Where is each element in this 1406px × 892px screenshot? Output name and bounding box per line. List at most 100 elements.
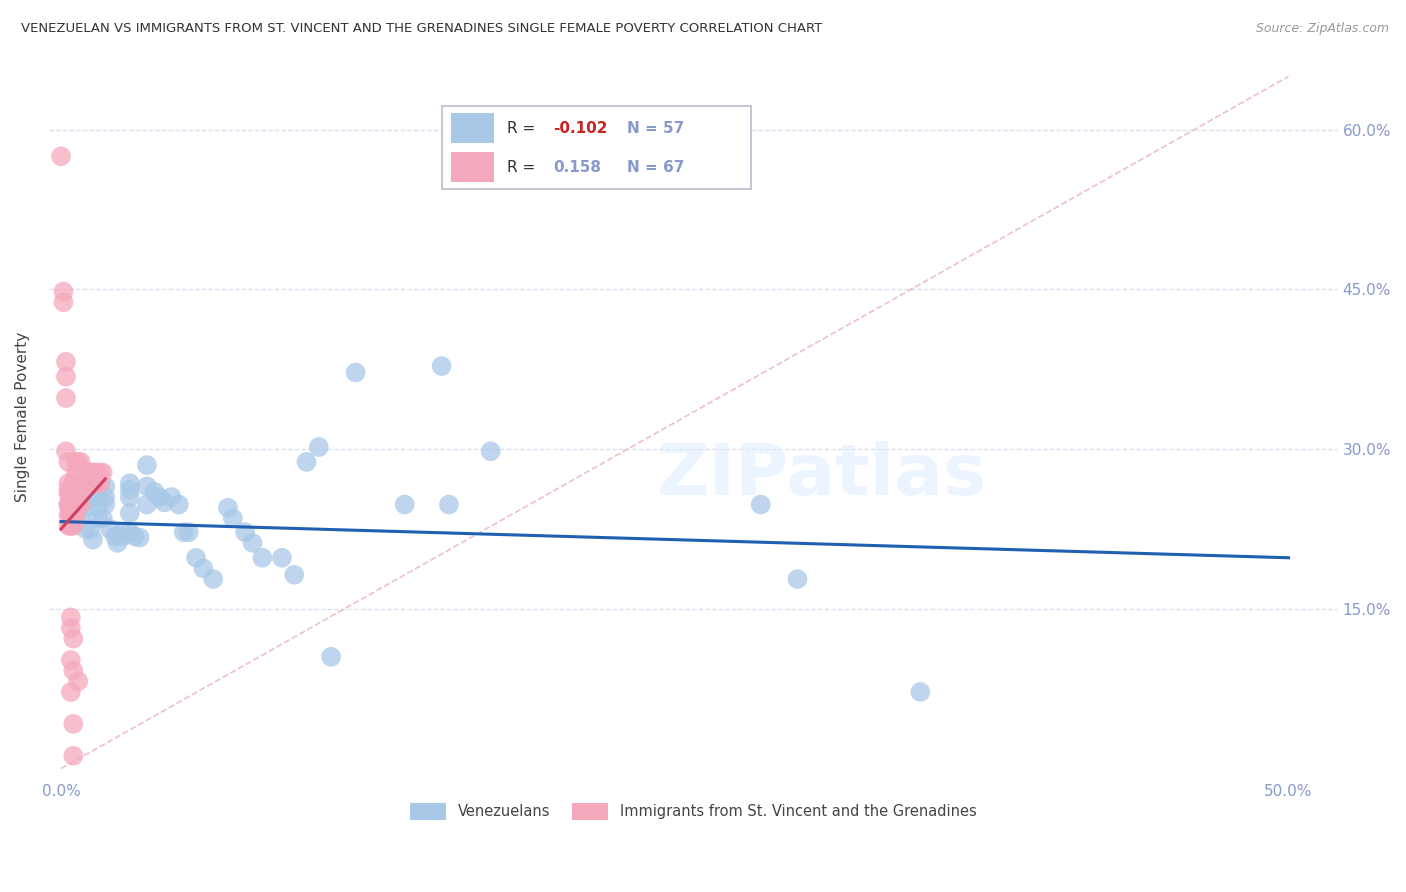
Point — [910, 685, 932, 699]
Text: VENEZUELAN VS IMMIGRANTS FROM ST. VINCENT AND THE GRENADINES SINGLE FEMALE POVER: VENEZUELAN VS IMMIGRANTS FROM ST. VINCEN… — [21, 22, 823, 36]
Point — [79, 466, 101, 480]
Point — [59, 621, 82, 635]
Point — [91, 511, 114, 525]
Point — [118, 506, 141, 520]
Point — [430, 359, 453, 373]
Point — [55, 444, 77, 458]
Point — [59, 508, 82, 523]
Point — [59, 498, 82, 512]
Point — [479, 444, 502, 458]
Point — [94, 490, 117, 504]
Point — [193, 561, 215, 575]
Text: ZIPatlas: ZIPatlas — [657, 441, 987, 509]
Point — [87, 490, 110, 504]
Point — [87, 500, 110, 515]
Point — [55, 391, 77, 405]
Point — [79, 476, 101, 491]
Point — [749, 498, 772, 512]
Point — [136, 479, 159, 493]
Point — [65, 508, 87, 523]
Point — [295, 455, 318, 469]
Point — [94, 498, 117, 512]
Point — [87, 511, 110, 525]
Point — [69, 487, 91, 501]
Point — [75, 476, 97, 491]
Y-axis label: Single Female Poverty: Single Female Poverty — [15, 332, 30, 502]
Point — [184, 550, 207, 565]
Point — [62, 498, 84, 512]
Point — [65, 487, 87, 501]
Point — [124, 529, 146, 543]
Point — [72, 476, 94, 491]
Point — [271, 550, 294, 565]
Point — [65, 466, 87, 480]
Point — [89, 466, 111, 480]
Point — [153, 495, 176, 509]
Point — [69, 498, 91, 512]
Point — [59, 508, 82, 523]
Point — [87, 476, 110, 491]
Point — [143, 484, 166, 499]
Point — [79, 522, 101, 536]
Point — [128, 531, 150, 545]
Point — [79, 490, 101, 504]
Point — [65, 455, 87, 469]
Point — [58, 498, 80, 512]
Point — [62, 508, 84, 523]
Point — [59, 518, 82, 533]
Point — [69, 455, 91, 469]
Point — [58, 518, 80, 533]
Point — [160, 490, 183, 504]
Point — [67, 455, 90, 469]
Point — [58, 508, 80, 523]
Point — [118, 483, 141, 497]
Point — [82, 466, 104, 480]
Point — [59, 508, 82, 523]
Point — [67, 487, 90, 501]
Point — [49, 149, 72, 163]
Point — [58, 483, 80, 497]
Point — [62, 476, 84, 491]
Point — [58, 476, 80, 491]
Point — [308, 440, 330, 454]
Point — [82, 476, 104, 491]
Point — [89, 476, 111, 491]
Point — [118, 490, 141, 504]
Point — [58, 487, 80, 501]
Point — [59, 487, 82, 501]
Point — [58, 498, 80, 512]
Point — [67, 466, 90, 480]
Point — [222, 511, 245, 525]
Point — [252, 550, 274, 565]
Point — [283, 567, 305, 582]
Point — [67, 500, 90, 515]
Point — [62, 664, 84, 678]
Point — [58, 455, 80, 469]
Point — [62, 518, 84, 533]
Point — [77, 466, 100, 480]
Point — [242, 536, 264, 550]
Point — [52, 295, 75, 310]
Point — [167, 498, 190, 512]
Point — [65, 498, 87, 512]
Point — [62, 476, 84, 491]
Point — [233, 525, 256, 540]
Point — [136, 458, 159, 472]
Point — [55, 355, 77, 369]
Point — [177, 525, 200, 540]
Point — [111, 529, 134, 543]
Point — [75, 522, 97, 536]
Point — [59, 498, 82, 512]
Point — [111, 525, 134, 540]
Point — [344, 366, 367, 380]
Point — [202, 572, 225, 586]
Point — [437, 498, 460, 512]
Point — [148, 490, 170, 504]
Point — [104, 529, 127, 543]
Point — [173, 525, 195, 540]
Point — [59, 518, 82, 533]
Point — [55, 369, 77, 384]
Point — [52, 285, 75, 299]
Point — [62, 487, 84, 501]
Point — [75, 500, 97, 515]
